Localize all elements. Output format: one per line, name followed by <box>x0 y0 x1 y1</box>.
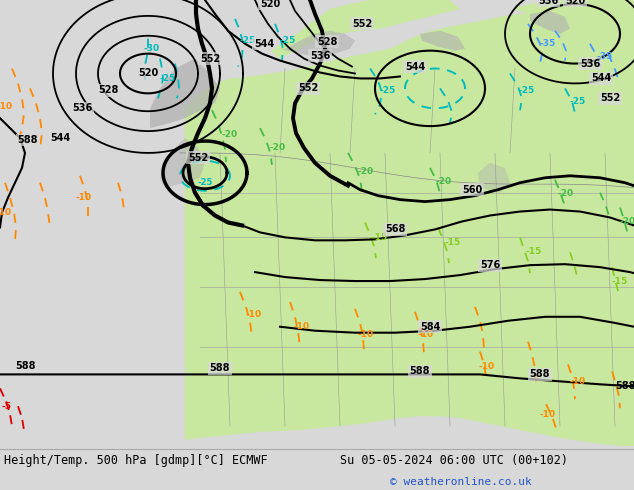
Text: 584: 584 <box>420 322 440 332</box>
Text: -20: -20 <box>358 167 374 176</box>
Text: 588: 588 <box>530 369 550 379</box>
Text: -25: -25 <box>570 97 586 106</box>
Text: 568: 568 <box>385 224 405 234</box>
Text: 552: 552 <box>352 19 372 29</box>
Text: -15: -15 <box>372 233 388 242</box>
Text: 552: 552 <box>188 153 208 163</box>
Text: -25: -25 <box>197 178 212 187</box>
Text: 536: 536 <box>310 50 330 61</box>
Text: 520: 520 <box>138 69 158 78</box>
Polygon shape <box>600 168 634 262</box>
Text: 588: 588 <box>615 381 634 392</box>
Text: -20: -20 <box>436 177 452 186</box>
Text: Su 05-05-2024 06:00 UTC (00+102): Su 05-05-2024 06:00 UTC (00+102) <box>340 454 568 467</box>
Text: -30: -30 <box>144 44 160 53</box>
Text: -10: -10 <box>294 322 310 331</box>
Text: 544: 544 <box>254 39 274 49</box>
Text: -10: -10 <box>570 377 586 386</box>
Text: -20: -20 <box>222 129 238 139</box>
Polygon shape <box>185 0 634 446</box>
Text: 588: 588 <box>15 362 36 371</box>
Text: 588: 588 <box>210 364 230 373</box>
Text: © weatheronline.co.uk: © weatheronline.co.uk <box>390 477 532 487</box>
Polygon shape <box>280 31 355 57</box>
Text: 536: 536 <box>538 0 558 6</box>
Text: 528: 528 <box>317 37 337 47</box>
Text: -10: -10 <box>358 330 374 339</box>
Text: -10: -10 <box>0 208 12 217</box>
Text: Height/Temp. 500 hPa [gdmp][°C] ECMWF: Height/Temp. 500 hPa [gdmp][°C] ECMWF <box>4 454 268 467</box>
Polygon shape <box>510 0 634 31</box>
Text: 536: 536 <box>72 103 92 113</box>
Polygon shape <box>530 11 570 34</box>
Text: 552: 552 <box>600 93 620 103</box>
Text: 520: 520 <box>260 0 280 9</box>
Text: -5: -5 <box>1 402 11 411</box>
Text: -35: -35 <box>597 52 613 61</box>
Polygon shape <box>270 0 460 59</box>
Text: -10: -10 <box>479 362 495 371</box>
Text: -20: -20 <box>270 144 286 152</box>
Text: -20: -20 <box>620 217 634 226</box>
Polygon shape <box>420 31 465 50</box>
Text: 520: 520 <box>565 0 585 6</box>
Polygon shape <box>160 138 205 188</box>
Text: 528: 528 <box>98 85 118 96</box>
Text: -15: -15 <box>445 238 461 247</box>
Text: -25: -25 <box>380 86 396 95</box>
Text: 536: 536 <box>580 59 600 69</box>
Text: -20: -20 <box>558 189 574 198</box>
Text: -35: -35 <box>540 39 556 48</box>
Text: -25: -25 <box>240 36 256 45</box>
Text: -25: -25 <box>160 74 176 83</box>
Text: 552: 552 <box>200 53 220 64</box>
Text: 576: 576 <box>480 260 500 270</box>
Text: -15: -15 <box>612 276 628 286</box>
Text: -25: -25 <box>280 36 296 45</box>
Text: 544: 544 <box>591 74 611 83</box>
Text: -10: -10 <box>418 330 434 339</box>
Text: -15: -15 <box>526 247 542 256</box>
Text: -25: -25 <box>519 86 535 95</box>
Text: 544: 544 <box>50 133 70 143</box>
Text: 560: 560 <box>462 185 482 195</box>
Text: -10: -10 <box>0 102 13 111</box>
Text: -10: -10 <box>246 310 262 319</box>
Polygon shape <box>478 163 510 193</box>
Text: -10: -10 <box>76 193 92 202</box>
Text: 544: 544 <box>405 62 425 72</box>
Text: 588: 588 <box>18 135 38 145</box>
Text: 588: 588 <box>410 367 430 376</box>
Text: 552: 552 <box>298 83 318 94</box>
Text: -10: -10 <box>540 410 556 418</box>
Polygon shape <box>150 59 220 128</box>
